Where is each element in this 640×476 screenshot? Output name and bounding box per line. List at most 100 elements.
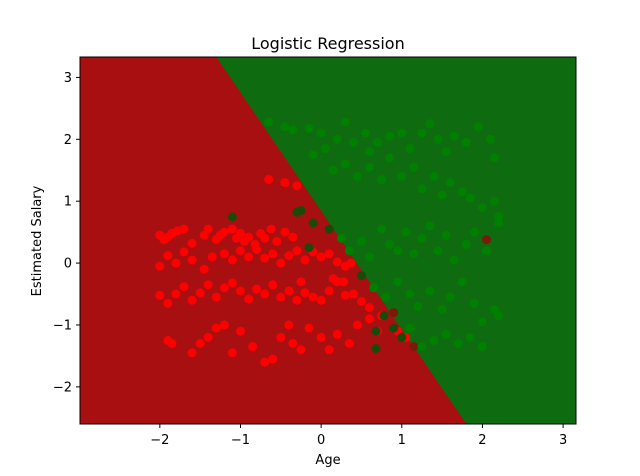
series-1-point: [397, 171, 407, 181]
series-0-point: [179, 247, 189, 257]
series-1-point: [365, 147, 374, 157]
series-1-point: [477, 202, 487, 212]
series-0-point: [195, 339, 205, 348]
series-1-point: [324, 224, 334, 234]
y-tick-label: 0: [64, 257, 72, 272]
series-0-point: [187, 348, 197, 358]
y-tick-label: 1: [64, 195, 72, 210]
series-0-point: [179, 224, 189, 234]
scatter-points: [155, 117, 504, 367]
series-0-point: [264, 175, 274, 184]
series-0-point: [332, 329, 342, 339]
series-0-point: [340, 290, 350, 300]
x-axis-label: Age: [315, 453, 340, 468]
series-1-point: [457, 277, 467, 287]
series-0-point: [300, 288, 310, 298]
series-1-point: [328, 165, 338, 175]
series-1-point: [405, 144, 415, 154]
series-0-point: [163, 298, 173, 308]
series-0-point: [316, 252, 326, 262]
series-1-point: [409, 162, 419, 172]
y-tick-label: 3: [64, 71, 72, 86]
series-0-point: [288, 232, 298, 242]
series-1-point: [490, 196, 499, 206]
series-1-point: [469, 298, 479, 308]
series-0-point: [324, 345, 334, 355]
series-0-point: [296, 277, 306, 287]
series-0-point: [365, 303, 374, 313]
series-0-point: [236, 246, 245, 256]
series-1-point: [449, 255, 459, 265]
series-0-point: [203, 280, 213, 290]
series-1-point: [365, 162, 374, 172]
series-0-point: [187, 238, 197, 248]
series-1-point: [397, 128, 407, 138]
series-0-point: [207, 252, 217, 262]
series-0-point: [288, 339, 298, 348]
plot-area: [79, 56, 577, 425]
series-1-point: [385, 131, 395, 141]
series-0-point: [389, 308, 399, 318]
series-0-point: [236, 228, 245, 238]
series-0-point: [260, 289, 270, 299]
series-1-point: [453, 339, 463, 348]
series-1-point: [417, 233, 427, 243]
series-1-point: [425, 119, 435, 129]
series-1-point: [288, 125, 298, 135]
series-0-point: [219, 320, 229, 330]
series-1-point: [433, 134, 443, 144]
series-0-point: [260, 233, 270, 243]
series-1-point: [417, 128, 427, 138]
series-1-point: [340, 117, 350, 127]
series-0-point: [227, 255, 237, 265]
series-1-point: [465, 332, 475, 342]
series-1-point: [473, 122, 483, 132]
series-1-point: [433, 246, 443, 256]
series-1-point: [465, 193, 475, 203]
series-0-point: [236, 326, 245, 336]
series-0-point: [409, 342, 419, 352]
series-1-point: [316, 128, 326, 138]
series-1-point: [389, 323, 399, 333]
x-tick-label: 2: [478, 433, 486, 448]
series-0-point: [171, 258, 181, 268]
series-1-point: [332, 134, 342, 144]
series-1-point: [445, 178, 455, 188]
series-0-point: [199, 264, 209, 274]
series-1-point: [482, 246, 491, 256]
series-0-point: [211, 323, 221, 333]
series-1-point: [397, 332, 407, 342]
series-0-point: [266, 224, 276, 234]
series-1-point: [280, 122, 290, 132]
series-0-point: [308, 292, 318, 302]
series-1-point: [469, 227, 479, 237]
series-0-point: [292, 295, 302, 305]
series-1-point: [494, 311, 504, 321]
series-0-point: [276, 332, 286, 342]
series-0-point: [227, 224, 237, 234]
series-0-point: [339, 277, 349, 287]
x-tick-label: −1: [231, 433, 250, 448]
series-0-point: [252, 284, 262, 294]
series-0-point: [346, 258, 356, 268]
series-1-point: [385, 153, 395, 163]
series-1-point: [441, 329, 451, 339]
plot-frame: [79, 56, 577, 425]
series-0-point: [316, 295, 326, 305]
series-1-point: [320, 144, 330, 154]
series-0-point: [227, 278, 237, 288]
series-0-point: [244, 252, 254, 262]
series-0-point: [260, 253, 270, 263]
series-1-point: [457, 187, 467, 197]
series-1-point: [413, 301, 423, 311]
series-1-point: [344, 246, 354, 256]
series-0-point: [187, 255, 197, 265]
series-1-point: [304, 243, 314, 253]
series-1-point: [449, 131, 459, 141]
series-1-point: [348, 137, 358, 147]
series-1-point: [357, 271, 366, 280]
series-1-point: [377, 224, 387, 234]
series-1-point: [437, 190, 447, 200]
series-1-point: [409, 249, 419, 259]
series-1-point: [371, 326, 381, 336]
